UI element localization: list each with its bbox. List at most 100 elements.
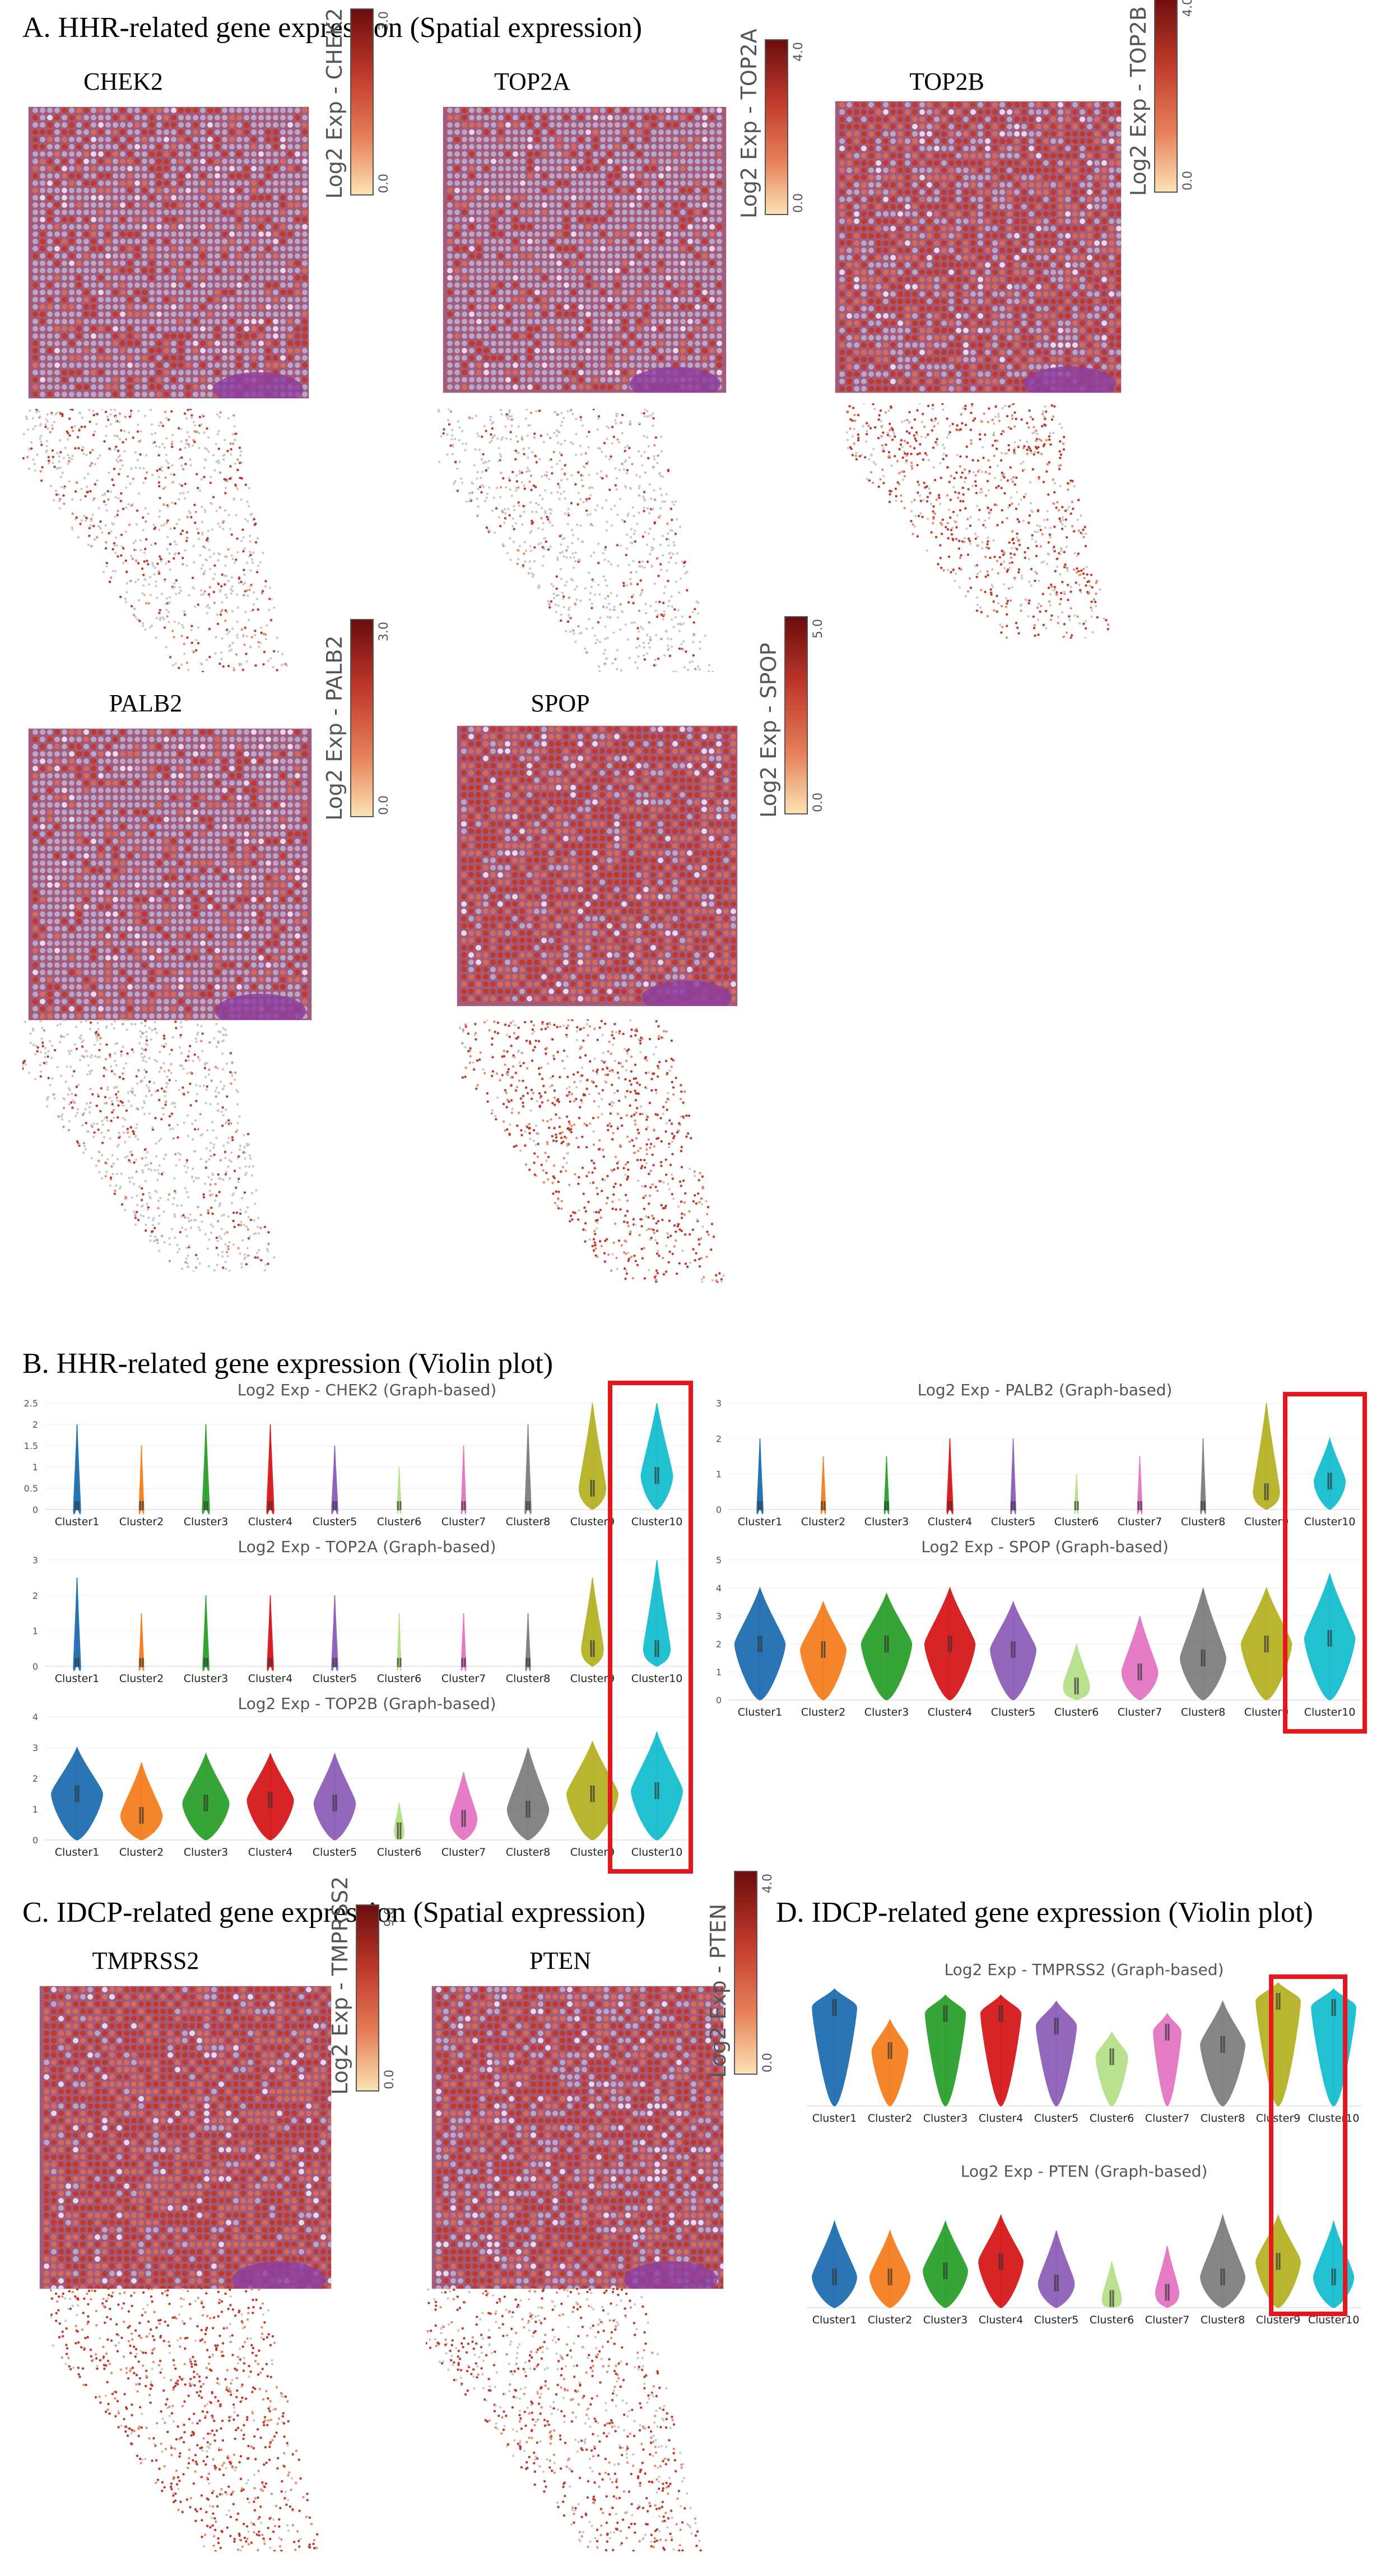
colorbar-min-palb2: 0.0 — [377, 795, 391, 815]
x-tick-label-cluster10: Cluster10 — [631, 1516, 683, 1528]
x-tick-label-cluster7: Cluster7 — [1145, 2314, 1190, 2326]
violin-pten: Log2 Exp - PTEN (Graph-based) Cluster1 Clu… — [807, 2162, 1361, 2326]
x-tick-label-cluster5: Cluster5 — [1034, 2112, 1079, 2125]
colorbar-min-tmprss2: 0.0 — [383, 2070, 397, 2089]
tissue-background — [29, 729, 311, 1020]
tissue-region — [213, 372, 303, 398]
y-tick-label: 2 — [716, 1639, 722, 1650]
x-tick-label-cluster9: Cluster9 — [1256, 2112, 1301, 2125]
x-tick-label-cluster6: Cluster6 — [1054, 1516, 1099, 1528]
y-tick-label: 3 — [32, 1555, 38, 1566]
tissue-region — [630, 367, 720, 393]
y-tick-label: 1 — [32, 1804, 38, 1815]
x-tick-label-cluster1: Cluster1 — [55, 1673, 100, 1685]
x-tick-label-cluster8: Cluster8 — [506, 1516, 551, 1528]
y-tick-label: 0.5 — [24, 1483, 38, 1494]
x-tick-label-cluster8: Cluster8 — [1181, 1516, 1226, 1528]
tissue-background — [29, 107, 309, 398]
x-tick-label-cluster3: Cluster3 — [923, 2112, 968, 2125]
cluster10-highlight-right — [1283, 1392, 1367, 1734]
x-tick-label-cluster6: Cluster6 — [377, 1846, 422, 1858]
x-tick-label-cluster3: Cluster3 — [923, 2314, 968, 2326]
tissue-region — [624, 2261, 718, 2289]
gene-label-pten: PTEN — [529, 1947, 591, 1974]
x-tick-label-cluster9: Cluster9 — [1244, 1706, 1289, 1718]
colorbar-min-top2a: 0.0 — [792, 193, 806, 213]
colorbar-max-pten: 4.0 — [761, 1874, 775, 1893]
x-tick-label-cluster5: Cluster5 — [991, 1516, 1036, 1528]
y-tick-label: 1 — [716, 1469, 722, 1480]
violin-title: Log2 Exp - PTEN (Graph-based) — [961, 2162, 1208, 2181]
x-tick-label-cluster10: Cluster10 — [1308, 2314, 1360, 2326]
tissue-region — [1024, 366, 1115, 393]
colorbar-label-chek2: Log2 Exp - CHEK2 — [322, 8, 347, 199]
colorbar-min-spop: 0.0 — [811, 793, 825, 812]
y-tick-label: 0 — [32, 1504, 38, 1515]
x-tick-label-cluster8: Cluster8 — [1201, 2112, 1245, 2125]
umap-top2b — [846, 403, 1110, 639]
section-d-title: D. IDCP-related gene expression (Violin … — [776, 1897, 1313, 1928]
y-tick-label: 1.5 — [24, 1441, 38, 1451]
x-tick-label-cluster3: Cluster3 — [864, 1516, 909, 1528]
y-tick-label: 0 — [716, 1695, 722, 1706]
colorbar-min-top2b: 0.0 — [1181, 171, 1195, 190]
y-tick-label: 1 — [32, 1626, 38, 1637]
y-tick-label: 0 — [32, 1835, 38, 1846]
umap-palb2 — [22, 1019, 276, 1271]
colorbar-top2b — [1154, 0, 1178, 193]
x-tick-label-cluster9: Cluster9 — [1256, 2314, 1301, 2326]
tissue-map-top2a — [443, 106, 727, 393]
violin-title: Log2 Exp - TOP2A (Graph-based) — [238, 1538, 496, 1556]
x-tick-label-cluster10: Cluster10 — [631, 1846, 683, 1858]
y-tick-label: 3 — [716, 1611, 722, 1622]
x-tick-label-cluster2: Cluster2 — [119, 1673, 164, 1685]
y-tick-label: 2.5 — [24, 1398, 38, 1409]
y-tick-label: 3 — [716, 1398, 722, 1409]
y-tick-label: 2 — [32, 1419, 38, 1430]
umap-chek2 — [22, 409, 289, 672]
x-tick-label-cluster3: Cluster3 — [184, 1516, 229, 1528]
colorbar-spop — [784, 616, 808, 814]
y-tick-label: 2 — [32, 1773, 38, 1784]
x-tick-label-cluster4: Cluster4 — [979, 2314, 1024, 2326]
colorbar-min-chek2: 0.0 — [377, 174, 391, 193]
umap-pten — [426, 2288, 702, 2551]
x-tick-label-cluster5: Cluster5 — [991, 1706, 1036, 1718]
y-tick-label: 4 — [716, 1583, 722, 1594]
colorbar-max-spop: 5.0 — [811, 619, 825, 639]
tissue-background — [443, 107, 726, 393]
tissue-region — [642, 981, 732, 1006]
x-tick-label-cluster9: Cluster9 — [570, 1846, 615, 1858]
x-tick-label-cluster7: Cluster7 — [441, 1516, 486, 1528]
x-tick-label-cluster5: Cluster5 — [313, 1846, 357, 1858]
violin-title: Log2 Exp - TMPRSS2 (Graph-based) — [945, 1960, 1224, 1979]
gene-label-tmprss2: TMPRSS2 — [92, 1947, 199, 1974]
gene-label-spop: SPOP — [531, 690, 590, 717]
x-tick-label-cluster2: Cluster2 — [119, 1846, 164, 1858]
tissue-map-spop — [457, 725, 738, 1007]
x-tick-label-cluster5: Cluster5 — [313, 1516, 357, 1528]
section-a-title: A. HHR-related gene expression (Spatial … — [22, 12, 643, 44]
gene-label-chek2: CHEK2 — [83, 68, 163, 95]
y-tick-label: 3 — [32, 1743, 38, 1753]
x-tick-label-cluster2: Cluster2 — [868, 2112, 913, 2125]
x-tick-label-cluster4: Cluster4 — [248, 1516, 293, 1528]
violin-top2b: Log2 Exp - TOP2B (Graph-based) 0 1 2 3 4 Clust… — [32, 1694, 689, 1858]
x-tick-label-cluster4: Cluster4 — [979, 2112, 1024, 2125]
x-tick-label-cluster4: Cluster4 — [928, 1706, 973, 1718]
gene-label-palb2: PALB2 — [109, 690, 183, 717]
x-tick-label-cluster3: Cluster3 — [184, 1673, 229, 1685]
violin-title: Log2 Exp - TOP2B (Graph-based) — [238, 1694, 496, 1713]
x-tick-label-cluster9: Cluster9 — [1244, 1516, 1289, 1528]
x-tick-label-cluster6: Cluster6 — [1090, 2314, 1134, 2326]
x-tick-label-cluster2: Cluster2 — [801, 1516, 846, 1528]
colorbar-label-top2b: Log2 Exp - TOP2B — [1126, 6, 1151, 196]
umap-spop — [459, 1019, 725, 1283]
section-c-title: C. IDCP-related gene expression (Spatial… — [22, 1897, 645, 1928]
x-tick-label-cluster8: Cluster8 — [506, 1846, 551, 1858]
x-tick-label-cluster3: Cluster3 — [864, 1706, 909, 1718]
x-tick-label-cluster9: Cluster9 — [570, 1673, 615, 1685]
x-tick-label-cluster1: Cluster1 — [738, 1706, 783, 1718]
x-tick-label-cluster6: Cluster6 — [1054, 1706, 1099, 1718]
x-tick-label-cluster1: Cluster1 — [812, 2314, 857, 2326]
